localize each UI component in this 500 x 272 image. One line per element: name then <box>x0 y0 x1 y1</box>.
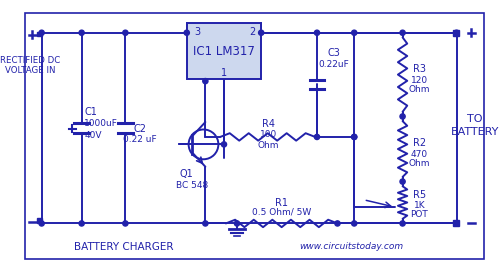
Circle shape <box>454 30 459 35</box>
Text: BATTERY CHARGER: BATTERY CHARGER <box>74 242 174 252</box>
Text: 3: 3 <box>194 27 200 37</box>
Text: C1: C1 <box>84 107 98 117</box>
Text: R5: R5 <box>413 190 426 200</box>
Circle shape <box>454 221 459 226</box>
Circle shape <box>123 221 128 226</box>
Circle shape <box>314 134 320 140</box>
Text: C2: C2 <box>134 123 146 134</box>
Circle shape <box>79 221 84 226</box>
Bar <box>37 218 42 222</box>
Circle shape <box>314 30 320 35</box>
Text: R2: R2 <box>413 138 426 149</box>
Text: Ohm: Ohm <box>408 85 430 94</box>
Text: 0.5 Ohm/ 5W: 0.5 Ohm/ 5W <box>252 208 312 217</box>
Text: www.circuitstoday.com: www.circuitstoday.com <box>300 242 404 251</box>
Text: Q1: Q1 <box>180 169 194 179</box>
Text: 470: 470 <box>411 150 428 159</box>
Text: 120: 120 <box>411 76 428 85</box>
Text: Ohm: Ohm <box>408 159 430 168</box>
Text: BC 548: BC 548 <box>176 181 208 190</box>
Bar <box>453 220 460 226</box>
Text: R1: R1 <box>275 198 288 208</box>
Text: TO: TO <box>468 114 483 124</box>
Circle shape <box>400 30 405 35</box>
Text: 100: 100 <box>260 130 277 139</box>
Text: IC1 LM317: IC1 LM317 <box>193 45 255 58</box>
Circle shape <box>400 221 405 226</box>
Circle shape <box>234 221 240 226</box>
Circle shape <box>222 142 226 147</box>
Text: 1000uF: 1000uF <box>84 119 118 128</box>
Circle shape <box>352 134 357 140</box>
Circle shape <box>203 221 208 226</box>
Text: 0.22 uF: 0.22 uF <box>124 135 157 144</box>
Text: RECTIFIED DC
VOLTAGE IN: RECTIFIED DC VOLTAGE IN <box>0 55 60 75</box>
Text: POT: POT <box>410 210 428 219</box>
Text: Ohm: Ohm <box>258 141 280 150</box>
Circle shape <box>400 114 405 119</box>
Text: 1: 1 <box>221 68 227 78</box>
Bar <box>453 30 460 36</box>
Bar <box>37 32 42 36</box>
Text: R3: R3 <box>413 64 426 74</box>
Text: R4: R4 <box>262 119 275 129</box>
Circle shape <box>400 179 405 184</box>
Text: 2: 2 <box>250 27 256 37</box>
Circle shape <box>39 30 44 35</box>
Circle shape <box>352 134 357 140</box>
Circle shape <box>352 30 357 35</box>
Circle shape <box>39 221 44 226</box>
Text: 1K: 1K <box>414 201 425 210</box>
Circle shape <box>352 221 357 226</box>
Text: BATTERY: BATTERY <box>451 127 500 137</box>
Text: 0.22uF: 0.22uF <box>318 60 349 69</box>
Circle shape <box>335 221 340 226</box>
Text: 40V: 40V <box>84 131 102 140</box>
Circle shape <box>79 30 84 35</box>
Bar <box>187 23 261 79</box>
Circle shape <box>258 30 264 35</box>
Circle shape <box>203 79 208 84</box>
Circle shape <box>184 30 190 35</box>
Circle shape <box>123 30 128 35</box>
Text: C3: C3 <box>328 48 340 58</box>
